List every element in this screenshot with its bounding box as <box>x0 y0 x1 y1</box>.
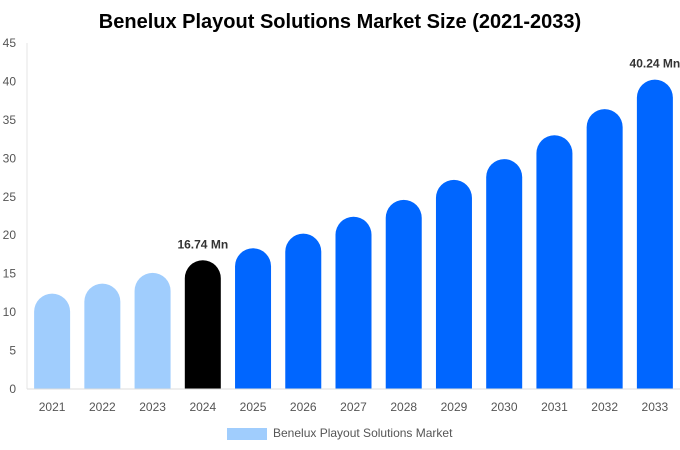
x-tick-label: 2022 <box>89 400 116 414</box>
chart-title: Benelux Playout Solutions Market Size (2… <box>99 11 581 33</box>
y-tick-label: 25 <box>3 190 17 204</box>
y-tick-label: 0 <box>9 382 16 396</box>
bar-2027 <box>335 216 372 389</box>
bar-2021 <box>34 293 71 389</box>
data-label-2033: 40.24 Mn <box>630 57 680 71</box>
y-axis: 0 5 10 15 20 25 30 35 40 45 <box>3 36 28 396</box>
bar-2030 <box>486 159 523 389</box>
x-tick-label: 2021 <box>39 400 66 414</box>
x-tick-label: 2028 <box>390 400 417 414</box>
x-tick-label: 2031 <box>541 400 568 414</box>
bar-2029 <box>435 179 472 389</box>
x-tick-label: 2023 <box>139 400 166 414</box>
y-tick-label: 35 <box>3 113 17 127</box>
data-labels: 16.74 Mn 40.24 Mn <box>177 57 680 252</box>
x-tick-label: 2024 <box>189 400 216 414</box>
x-tick-label: 2027 <box>340 400 367 414</box>
y-tick-label: 5 <box>9 344 16 358</box>
bar-2032 <box>586 109 623 389</box>
legend-label: Benelux Playout Solutions Market <box>273 426 453 440</box>
bar-2028 <box>385 199 422 389</box>
bar-2023 <box>134 272 171 389</box>
x-tick-label: 2030 <box>491 400 518 414</box>
bar-2025 <box>235 248 272 389</box>
x-axis: 2021 2022 2023 2024 2025 2026 2027 2028 2029 2030… <box>27 388 680 414</box>
bar-2024 <box>184 260 221 389</box>
bar-2026 <box>285 233 322 389</box>
bar-2033 <box>636 79 673 389</box>
x-tick-label: 2025 <box>240 400 267 414</box>
y-tick-label: 20 <box>3 228 17 242</box>
x-tick-label: 2026 <box>290 400 317 414</box>
x-tick-label: 2032 <box>591 400 618 414</box>
bars <box>34 79 673 389</box>
y-tick-label: 15 <box>3 267 17 281</box>
y-tick-label: 45 <box>3 36 17 50</box>
data-label-2024: 16.74 Mn <box>177 237 228 251</box>
y-tick-label: 40 <box>3 74 17 88</box>
bar-2031 <box>536 135 573 389</box>
y-tick-label: 30 <box>3 151 17 165</box>
y-tick-label: 10 <box>3 305 17 319</box>
legend-swatch <box>227 428 267 440</box>
bar-2022 <box>84 283 121 389</box>
x-tick-label: 2029 <box>441 400 468 414</box>
legend[interactable]: Benelux Playout Solutions Market <box>227 426 453 440</box>
x-tick-label: 2033 <box>642 400 669 414</box>
